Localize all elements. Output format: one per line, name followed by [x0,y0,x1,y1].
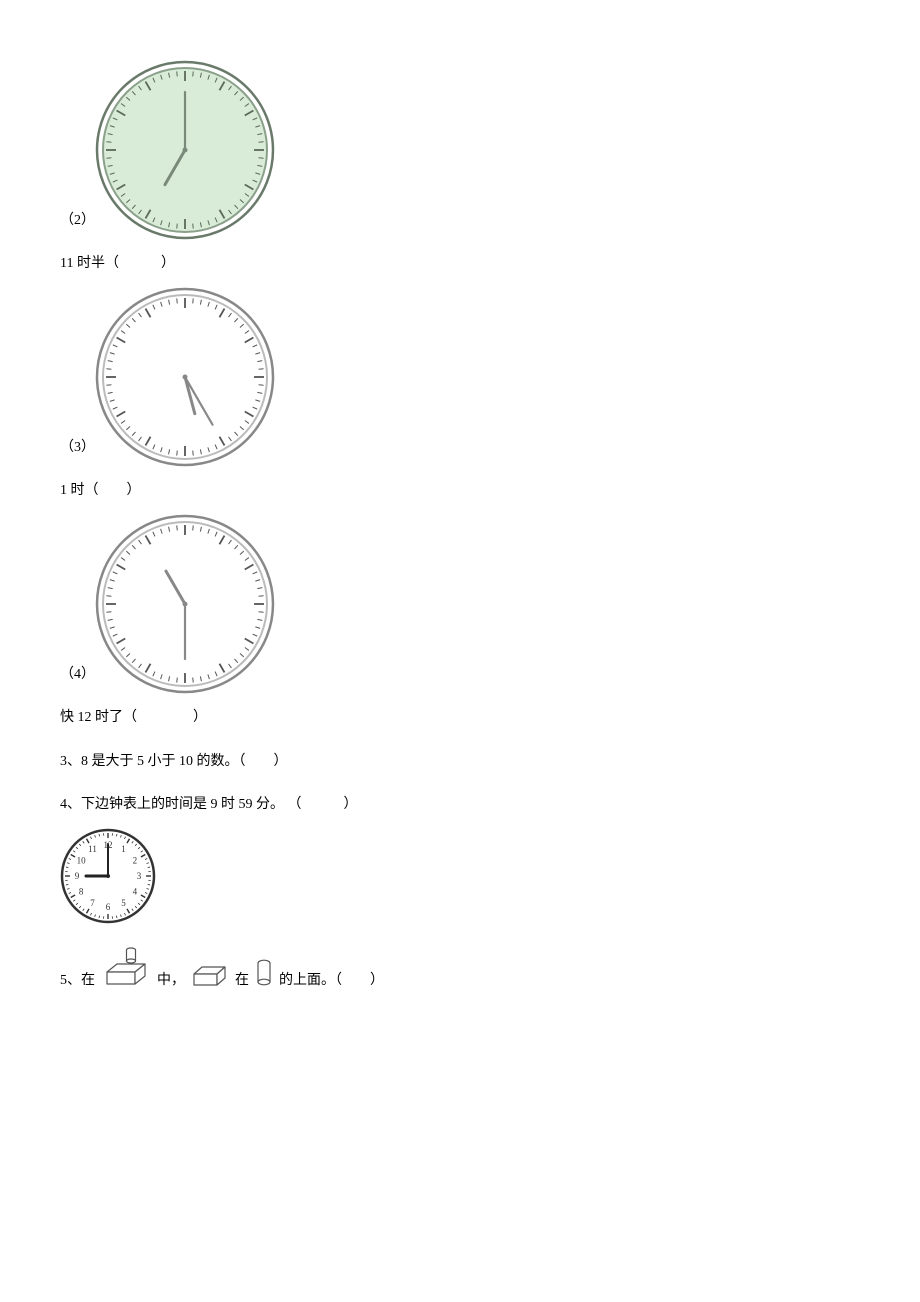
q5-mid1: 中， [157,974,185,988]
clock-q4: 123456789101112 [60,828,156,924]
svg-text:2: 2 [133,855,138,865]
q5-prefix: 5、在 [60,974,95,988]
svg-text:9: 9 [75,871,80,881]
item-2-answer: 11 时半（ ） [60,244,860,283]
clock-2 [95,60,275,240]
svg-text:11: 11 [88,844,97,854]
combo-shape-icon [101,944,151,988]
item-2-label: （2） [60,201,95,240]
item-4-answer: 快 12 时了（ ） [60,698,860,737]
cuboid-icon [191,964,229,988]
item-3-answer: 1 时（ ） [60,471,860,510]
item-4-label: （4） [60,655,95,694]
cylinder-icon [255,958,273,988]
q5-suffix: 的上面。（ ） [279,974,384,988]
svg-text:5: 5 [121,898,126,908]
svg-text:8: 8 [79,886,84,896]
clock-4 [95,514,275,694]
svg-text:1: 1 [121,844,126,854]
svg-text:6: 6 [106,902,111,912]
svg-text:3: 3 [137,871,142,881]
item-3: （3） [60,287,860,467]
q5-mid2: 在 [235,974,249,988]
question-3: 3、8 是大于 5 小于 10 的数。（ ） [60,742,860,781]
svg-text:10: 10 [77,855,87,865]
item-2: （2） [60,60,860,240]
question-4: 4、下边钟表上的时间是 9 时 59 分。 （ ） [60,785,860,824]
item-4: （4） [60,514,860,694]
svg-text:7: 7 [90,898,95,908]
svg-text:4: 4 [133,886,138,896]
clock-3 [95,287,275,467]
question-5: 5、在 中， 在 的上面。（ ） [60,944,860,988]
item-3-label: （3） [60,428,95,467]
